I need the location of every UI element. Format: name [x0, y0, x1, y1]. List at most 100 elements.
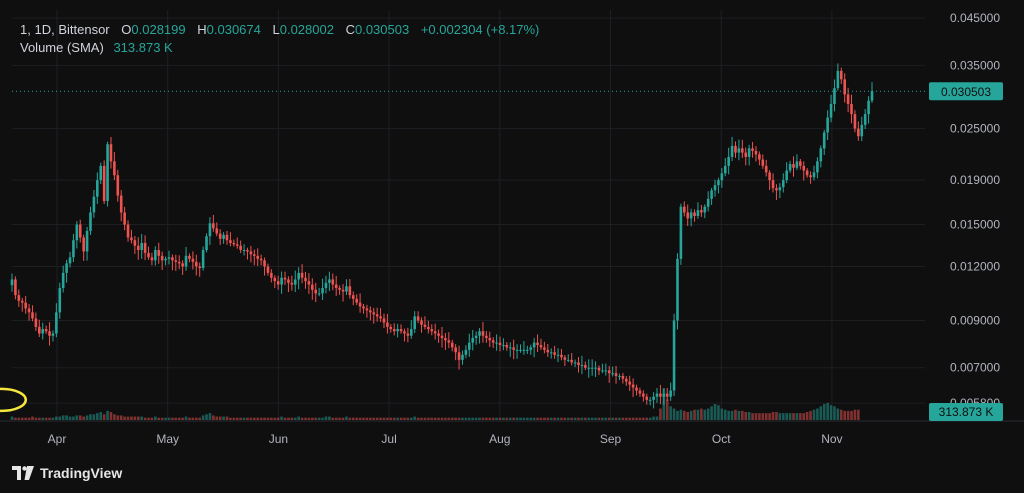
legend-high-label: H: [197, 22, 207, 37]
candle-body: [38, 326, 41, 334]
candle-body: [218, 233, 222, 239]
candle-body: [304, 277, 307, 282]
candle-body: [68, 257, 72, 264]
x-tick-label: Aug: [489, 432, 510, 446]
volume-bar: [427, 417, 430, 420]
time-axis[interactable]: Apr May Jun Jul Aug Sep Oct Nov: [0, 420, 1024, 446]
candle-body: [225, 234, 229, 241]
tradingview-branding[interactable]: TradingView: [12, 463, 122, 483]
x-tick-label: Jun: [269, 432, 288, 446]
volume-bar: [700, 408, 703, 420]
volume-bar: [624, 417, 628, 420]
candle-body: [788, 164, 792, 171]
volume-bar: [802, 413, 806, 420]
volume-bar: [464, 417, 468, 420]
candle-body: [399, 329, 403, 332]
y-tick-label: 0.025000: [950, 122, 1000, 136]
highlight-circle: [0, 387, 28, 413]
candle-body: [461, 354, 464, 360]
volume-bar: [72, 416, 75, 420]
volume-bar: [375, 417, 379, 420]
candle-body: [358, 302, 362, 307]
volume-bar: [147, 417, 150, 420]
candle-body: [293, 279, 297, 285]
volume-bar: [65, 415, 68, 420]
volume-bar: [416, 417, 420, 420]
y-tick-label: 0.009000: [950, 314, 1000, 328]
candle-body: [150, 257, 154, 261]
candle-body: [184, 255, 188, 267]
candle-body: [621, 375, 625, 379]
candle-body: [212, 223, 215, 229]
candle-body: [648, 399, 652, 401]
volume-bar: [253, 417, 256, 420]
legend-timeframe: 1D: [34, 22, 52, 37]
candle-body: [536, 342, 539, 346]
volume-bar: [89, 414, 92, 420]
candle-body: [78, 224, 82, 238]
volume-bar: [839, 409, 843, 420]
volume-bar: [706, 408, 710, 420]
volume-bar: [833, 406, 836, 420]
candle-body: [201, 250, 205, 269]
candle-body: [154, 250, 157, 261]
legend-symbol[interactable]: Bittensor: [58, 22, 110, 37]
volume-bar: [242, 417, 246, 420]
volume-bar: [75, 415, 79, 420]
candle-body: [580, 365, 584, 367]
candle-body: [502, 345, 505, 347]
volume-bar: [822, 404, 826, 420]
volume-bar: [522, 417, 526, 420]
candle-body: [338, 288, 341, 290]
candle-body: [24, 302, 27, 309]
candle-body: [317, 293, 321, 295]
volume-bar: [188, 417, 191, 420]
volume-bar: [672, 408, 676, 420]
candle-body: [669, 390, 672, 397]
candle-body: [505, 345, 509, 348]
candle-body: [665, 393, 669, 397]
volume-bar: [392, 417, 396, 420]
volume-bar: [17, 417, 21, 420]
price-axis[interactable]: 0.045000 0.035000 0.025000 0.019000 0.015000…: [950, 11, 1000, 410]
candle-body: [761, 159, 765, 166]
candle-body: [529, 347, 533, 350]
candle-body: [177, 261, 181, 264]
candle-body: [573, 362, 577, 364]
volume-bar: [174, 417, 178, 420]
volume-bar: [304, 417, 307, 420]
volume-bar: [205, 414, 208, 420]
volume-bar: [194, 417, 198, 420]
volume-bar: [529, 417, 533, 420]
candle-body: [440, 335, 444, 339]
x-tick-label: Sep: [600, 432, 622, 446]
volume-bar: [826, 402, 829, 420]
volume-bar: [31, 416, 34, 420]
volume-bar: [532, 417, 536, 420]
volume-bar: [444, 417, 447, 420]
volume-bar: [638, 417, 642, 420]
y-tick-label: 0.015000: [950, 218, 1000, 232]
volume-bar: [355, 417, 358, 420]
candle-body: [775, 188, 778, 191]
candle-body: [522, 349, 526, 351]
volume-bar: [512, 417, 515, 420]
volume-bar: [119, 415, 123, 420]
volume-legend-label[interactable]: Volume (SMA): [20, 40, 104, 55]
candle-body: [27, 308, 31, 313]
candle-body: [396, 329, 399, 332]
volume-bar: [785, 413, 788, 420]
volume-bar: [351, 417, 355, 420]
volume-bar: [788, 413, 792, 420]
volume-bar: [543, 417, 546, 420]
candle-body: [833, 88, 836, 104]
candle-body: [860, 124, 864, 137]
volume-bar: [812, 409, 816, 420]
volume-bar: [683, 410, 686, 420]
candle-body: [44, 329, 48, 332]
volume-bar: [556, 417, 560, 420]
volume-bar: [573, 417, 577, 420]
volume-bar: [689, 410, 693, 420]
volume-bar: [570, 417, 573, 420]
